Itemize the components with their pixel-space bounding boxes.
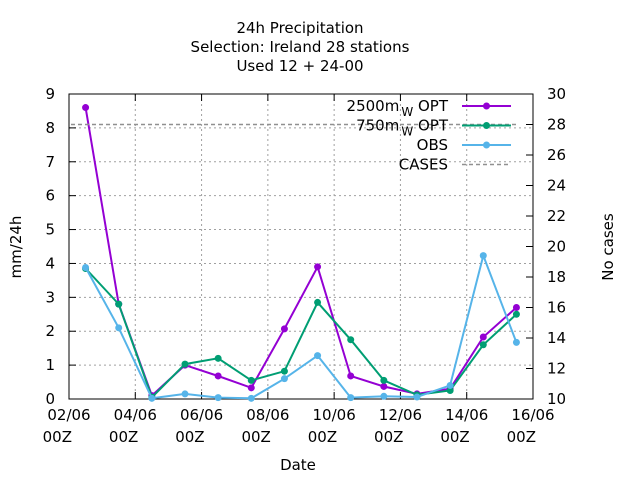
x-tick-label: 04/06	[114, 406, 157, 424]
chart-title-line: Used 12 + 24-00	[236, 57, 363, 75]
grid	[69, 94, 533, 399]
data-point-750m	[512, 310, 520, 318]
data-point-750m	[314, 298, 322, 306]
y2-axis-label: No cases	[599, 213, 617, 281]
legend-label: CASES	[399, 156, 448, 174]
x-tick-label-time: 00Z	[43, 428, 72, 446]
data-point-750m	[479, 341, 487, 349]
y-tick-label: 4	[45, 254, 55, 272]
data-point-obs	[82, 264, 90, 272]
x-tick-label: 16/06	[511, 406, 554, 424]
plot-frame	[68, 93, 534, 400]
data-point-obs	[479, 252, 487, 260]
labels: 0123456789101214161820222426283002/0600Z…	[7, 19, 617, 474]
y-tick-label: 8	[45, 119, 55, 137]
legend-marker	[483, 122, 490, 129]
legend-label: OBS	[417, 136, 448, 154]
series-line-750m	[84, 267, 518, 400]
y-tick-label: 1	[45, 356, 55, 374]
chart-title-line: Selection: Ireland 28 stations	[191, 38, 410, 56]
chart-title-line: 24h Precipitation	[236, 19, 363, 37]
series-line-2500m	[84, 107, 518, 398]
legend-label: 750m W OPT	[356, 117, 449, 139]
series-layer	[71, 104, 520, 402]
y2-tick-label: 24	[547, 177, 566, 195]
x-tick-label-time: 00Z	[507, 428, 536, 446]
data-point-750m	[280, 367, 288, 375]
data-point-obs	[446, 381, 454, 389]
y-tick-label: 3	[45, 288, 55, 306]
y-tick-label: 9	[45, 85, 55, 103]
data-point-2500m	[347, 372, 355, 380]
y2-tick-label: 20	[547, 238, 566, 256]
x-tick-label: 12/06	[379, 406, 422, 424]
y-axis-label: mm/24h	[7, 216, 25, 279]
data-point-obs	[314, 352, 322, 360]
data-point-2500m	[280, 325, 288, 333]
y2-tick-label: 16	[547, 299, 566, 317]
data-point-750m	[247, 376, 255, 384]
data-point-2500m	[214, 372, 222, 380]
data-point-750m	[347, 336, 355, 344]
y2-tick-label: 10	[547, 390, 566, 408]
data-point-2500m	[247, 384, 255, 392]
y2-tick-label: 14	[547, 329, 566, 347]
data-point-obs	[214, 394, 222, 402]
x-tick-label-time: 00Z	[175, 428, 204, 446]
y2-tick-label: 30	[547, 85, 566, 103]
legend-marker	[483, 141, 490, 149]
y-tick-label: 6	[45, 187, 55, 205]
data-point-obs	[512, 338, 520, 346]
series-line-obs	[84, 252, 518, 400]
x-tick-label-time: 00Z	[241, 428, 270, 446]
x-axis-label: Date	[280, 456, 316, 474]
y-tick-label: 5	[45, 221, 55, 239]
data-point-2500m	[314, 263, 322, 271]
x-tick-label: 10/06	[313, 406, 356, 424]
data-point-2500m	[512, 304, 520, 311]
data-point-2500m	[380, 382, 388, 390]
data-point-obs	[115, 324, 123, 332]
data-point-750m	[446, 387, 454, 395]
x-tick-label: 08/06	[246, 406, 289, 424]
legend-label: 2500m W OPT	[347, 97, 449, 119]
axes	[68, 93, 534, 400]
data-point-obs	[347, 394, 355, 402]
data-point-obs	[247, 394, 255, 402]
y2-tick-label: 18	[547, 268, 566, 286]
y2-tick-label: 26	[547, 146, 566, 164]
data-point-obs	[380, 392, 388, 400]
data-point-2500m	[479, 333, 487, 341]
data-point-2500m	[82, 104, 90, 112]
data-point-750m	[214, 354, 222, 362]
x-tick-label-time: 00Z	[440, 428, 469, 446]
x-tick-label-time: 00Z	[308, 428, 337, 446]
data-point-obs	[280, 375, 288, 383]
y-tick-label: 0	[45, 390, 55, 408]
y2-tick-label: 28	[547, 116, 566, 134]
x-tick-label-time: 00Z	[374, 428, 403, 446]
y2-tick-label: 22	[547, 207, 566, 225]
data-point-obs	[181, 390, 189, 398]
data-point-750m	[115, 300, 123, 308]
x-tick-label: 02/06	[47, 406, 90, 424]
x-tick-label-time: 00Z	[109, 428, 138, 446]
data-point-obs	[148, 394, 156, 402]
y-tick-label: 2	[45, 322, 55, 340]
data-point-750m	[380, 376, 388, 384]
legend-marker	[483, 102, 490, 110]
y-tick-label: 7	[45, 153, 55, 171]
y2-tick-label: 12	[547, 360, 566, 378]
data-point-750m	[181, 360, 189, 368]
x-tick-label: 14/06	[445, 406, 488, 424]
data-point-obs	[413, 393, 421, 401]
x-tick-label: 06/06	[180, 406, 223, 424]
